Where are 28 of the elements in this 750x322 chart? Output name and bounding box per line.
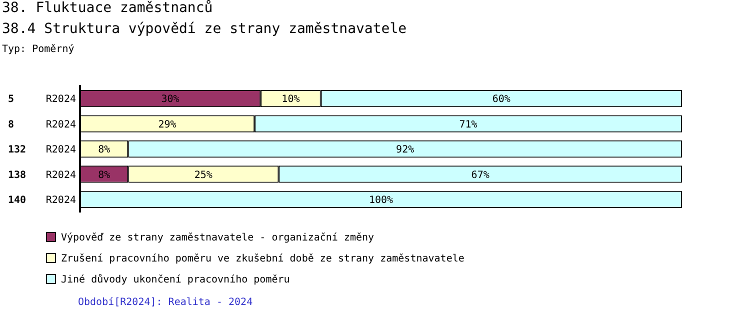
y-tick-label: 140 (8, 194, 26, 206)
data-label: 67% (471, 170, 490, 181)
data-label: 8% (98, 170, 110, 181)
data-label: 60% (492, 94, 510, 106)
data-label: 25% (194, 170, 212, 181)
data-label: 8% (98, 144, 110, 156)
data-label: 29% (158, 119, 176, 130)
y2-tick-label: R2024 (46, 170, 76, 181)
y-tick-label: 138 (8, 170, 26, 181)
chart-title: 38. Fluktuace zaměstnanců (2, 0, 213, 16)
data-label: 92% (396, 144, 414, 156)
text: Období[R2024]: Realita - 2024 (78, 297, 253, 308)
y2-tick-label: R2024 (46, 119, 76, 130)
data-label: 71% (459, 119, 478, 130)
text: Typ: Poměrný (2, 44, 74, 55)
legend-label: Výpověď ze strany zaměstnavatele - organizační změny (61, 232, 374, 244)
y2-tick-label: R2024 (46, 194, 76, 206)
chart-subtitle: 38.4 Struktura výpovědí ze strany zaměstnavatele (2, 21, 407, 37)
data-label: 10% (282, 94, 300, 106)
y2-tick-label: R2024 (46, 144, 76, 156)
data-label: 30% (161, 94, 180, 106)
y-tick-label: 8 (8, 119, 14, 130)
y-tick-label: 5 (8, 94, 14, 106)
legend-label: Zrušení pracovního poměru ve zkušební době ze strany zaměstnavatele (61, 254, 464, 265)
data-label: 100% (368, 194, 394, 206)
y2-tick-label: R2024 (46, 94, 76, 106)
y-tick-label: 132 (8, 144, 26, 156)
legend-label: Jiné důvody ukončení pracovního poměru (61, 274, 290, 286)
